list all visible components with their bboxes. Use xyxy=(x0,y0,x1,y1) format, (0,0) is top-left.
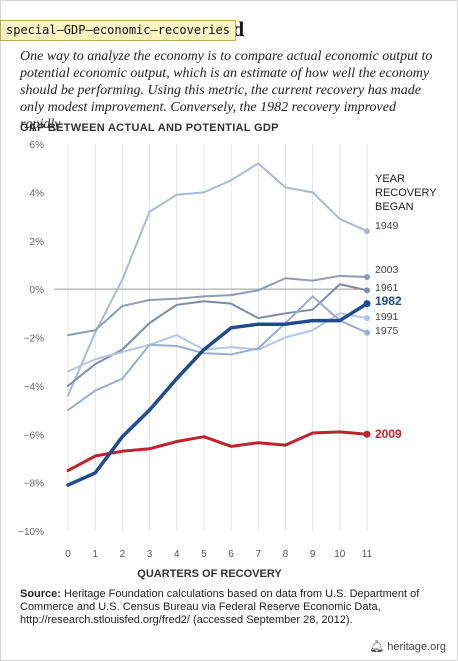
x-tick-label: 1 xyxy=(92,549,98,560)
x-tick-label: 6 xyxy=(228,549,234,560)
x-tick-label: 2 xyxy=(120,549,126,560)
x-tick-label: 4 xyxy=(174,549,180,560)
source-label: Source: xyxy=(20,588,61,600)
series-endpoint-1975 xyxy=(364,329,370,336)
x-tick-label: 3 xyxy=(147,549,153,560)
chart-title: GAP BETWEEN ACTUAL AND POTENTIAL GDP xyxy=(20,122,279,134)
series-endpoint-1991 xyxy=(364,315,370,322)
bell-icon: 🔔︎ xyxy=(369,639,385,653)
source-text: Heritage Foundation calculations based o… xyxy=(20,588,420,626)
series-label-1991: 1991 xyxy=(375,311,399,323)
series-line-1982 xyxy=(66,301,369,487)
series-line-2003 xyxy=(67,274,368,337)
brand-name: heritage.org xyxy=(387,641,446,653)
source-note: Source: Heritage Foundation calculations… xyxy=(20,588,440,627)
series-label-1982: 1982 xyxy=(375,294,402,308)
series-endpoint-1982 xyxy=(363,300,371,308)
series-label-1949: 1949 xyxy=(375,220,399,232)
series-label-1975: 1975 xyxy=(375,325,399,337)
legend-title-line: YEAR xyxy=(375,173,405,185)
file-tag-label: special–GDP–economic–recoveries xyxy=(0,20,236,41)
series-line-1961 xyxy=(67,283,368,387)
y-tick-label: −10% xyxy=(18,527,44,538)
x-axis-label: QUARTERS OF RECOVERY xyxy=(137,568,282,580)
series-endpoint-1949 xyxy=(364,228,370,235)
series-line-1975 xyxy=(67,295,368,412)
series-endpoint-2003 xyxy=(364,274,370,281)
x-tick-label: 8 xyxy=(283,549,289,560)
y-tick-label: 4% xyxy=(30,188,45,199)
series-line-1949 xyxy=(67,162,368,397)
y-tick-label: 0% xyxy=(30,285,45,296)
y-tick-label: −4% xyxy=(24,382,44,393)
x-tick-label: 5 xyxy=(201,549,207,560)
series-label-2003: 2003 xyxy=(375,264,399,276)
series-label-1961: 1961 xyxy=(375,282,399,294)
x-tick-label: 7 xyxy=(255,549,261,560)
series-line-1991 xyxy=(67,312,368,373)
x-tick-label: 11 xyxy=(362,549,373,560)
series-label-2009: 2009 xyxy=(375,427,402,441)
x-tick-label: 10 xyxy=(334,549,346,560)
legend-title-line: BEGAN xyxy=(375,201,414,213)
series-line-2009 xyxy=(66,430,369,473)
chart-subtitle: One way to analyze the economy is to com… xyxy=(20,49,433,132)
series-endpoint-2009 xyxy=(363,430,371,438)
legend-title-line: RECOVERY xyxy=(375,187,437,199)
y-tick-label: −2% xyxy=(24,334,44,345)
brand-footer: 🔔︎ heritage.org xyxy=(369,639,446,653)
x-tick-label: 9 xyxy=(310,549,316,560)
y-tick-label: −6% xyxy=(24,430,44,441)
series-endpoint-1961 xyxy=(364,287,370,294)
y-tick-label: 2% xyxy=(30,237,45,248)
y-tick-label: −8% xyxy=(24,479,44,490)
y-tick-label: 6% xyxy=(30,140,45,151)
x-tick-label: 0 xyxy=(65,549,71,560)
